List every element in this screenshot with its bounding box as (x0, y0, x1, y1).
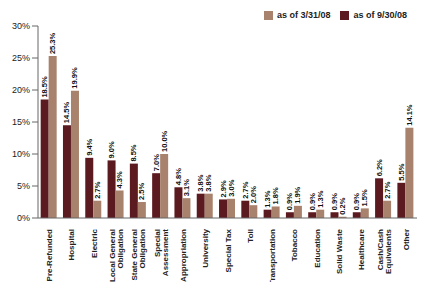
svg-text:0.9%: 0.9% (352, 193, 362, 211)
svg-text:2.9%: 2.9% (218, 180, 228, 198)
svg-text:University: University (201, 228, 210, 267)
svg-text:8.5%: 8.5% (129, 144, 138, 161)
svg-text:14.5%: 14.5% (62, 102, 71, 124)
svg-text:3.1%: 3.1% (182, 179, 191, 196)
svg-text:SpecialAssessment: SpecialAssessment (153, 229, 170, 276)
svg-text:1.9%: 1.9% (293, 186, 302, 203)
svg-text:3.8%: 3.8% (204, 174, 213, 191)
svg-text:Tobacco: Tobacco (290, 229, 299, 261)
svg-text:Solid Waste: Solid Waste (335, 228, 344, 274)
svg-text:5%: 5% (17, 181, 30, 191)
svg-text:4.8%: 4.8% (173, 168, 183, 186)
svg-text:Healthcare: Healthcare (357, 228, 366, 269)
svg-text:4.3%: 4.3% (115, 171, 124, 188)
svg-text:20%: 20% (12, 85, 30, 95)
svg-text:2.7%: 2.7% (383, 181, 392, 198)
svg-text:1.3%: 1.3% (316, 190, 325, 207)
svg-text:0.9%: 0.9% (285, 193, 295, 211)
svg-text:25%: 25% (12, 53, 30, 63)
svg-text:10.0%: 10.0% (160, 130, 169, 152)
svg-text:Other: Other (402, 229, 411, 250)
svg-text:30%: 30% (12, 21, 30, 31)
svg-text:14.1%: 14.1% (405, 104, 414, 126)
svg-text:Hospital: Hospital (67, 229, 76, 261)
svg-text:State GeneralObligation: State GeneralObligation (130, 229, 147, 281)
svg-text:5.5%: 5.5% (397, 163, 406, 180)
svg-text:0.9%: 0.9% (307, 193, 317, 211)
svg-text:3.0%: 3.0% (227, 179, 236, 196)
svg-text:2.7%: 2.7% (240, 181, 250, 199)
svg-text:7.0%: 7.0% (152, 154, 161, 171)
svg-text:0.2%: 0.2% (338, 197, 347, 214)
svg-text:Electric: Electric (90, 228, 99, 257)
svg-text:1.8%: 1.8% (271, 187, 280, 204)
svg-text:25.3%: 25.3% (48, 32, 57, 54)
svg-text:Pre-Refunded: Pre-Refunded (45, 229, 54, 282)
svg-text:18.5%: 18.5% (40, 76, 49, 98)
svg-text:Cash/CashEquivalents: Cash/CashEquivalents (376, 228, 393, 273)
svg-text:15%: 15% (12, 117, 30, 127)
svg-text:Toll: Toll (246, 229, 255, 243)
svg-text:19.9%: 19.9% (70, 67, 79, 89)
svg-text:2.7%: 2.7% (93, 181, 102, 198)
svg-text:3.8%: 3.8% (196, 174, 206, 192)
svg-text:1.3%: 1.3% (263, 190, 273, 208)
svg-text:10%: 10% (12, 149, 30, 159)
svg-text:Appropriation: Appropriation (179, 229, 188, 282)
html-text:as of 9/30/08: as of 9/30/08 (353, 10, 407, 20)
svg-text:6.2%: 6.2% (375, 159, 384, 176)
svg-text:9.4%: 9.4% (85, 138, 94, 155)
svg-text:1.5%: 1.5% (360, 189, 369, 206)
svg-text:Special Tax: Special Tax (224, 228, 233, 272)
svg-text:2.5%: 2.5% (137, 183, 146, 200)
svg-text:9.0%: 9.0% (107, 141, 116, 158)
svg-text:0%: 0% (17, 213, 30, 223)
svg-text:Transportation: Transportation (268, 229, 277, 282)
html-text:as of 3/31/08: as of 3/31/08 (276, 10, 331, 20)
svg-text:0.9%: 0.9% (330, 193, 339, 211)
svg-text:Local GeneralObligation: Local GeneralObligation (108, 229, 125, 282)
svg-text:2.0%: 2.0% (249, 186, 258, 203)
svg-text:Education: Education (313, 229, 322, 268)
